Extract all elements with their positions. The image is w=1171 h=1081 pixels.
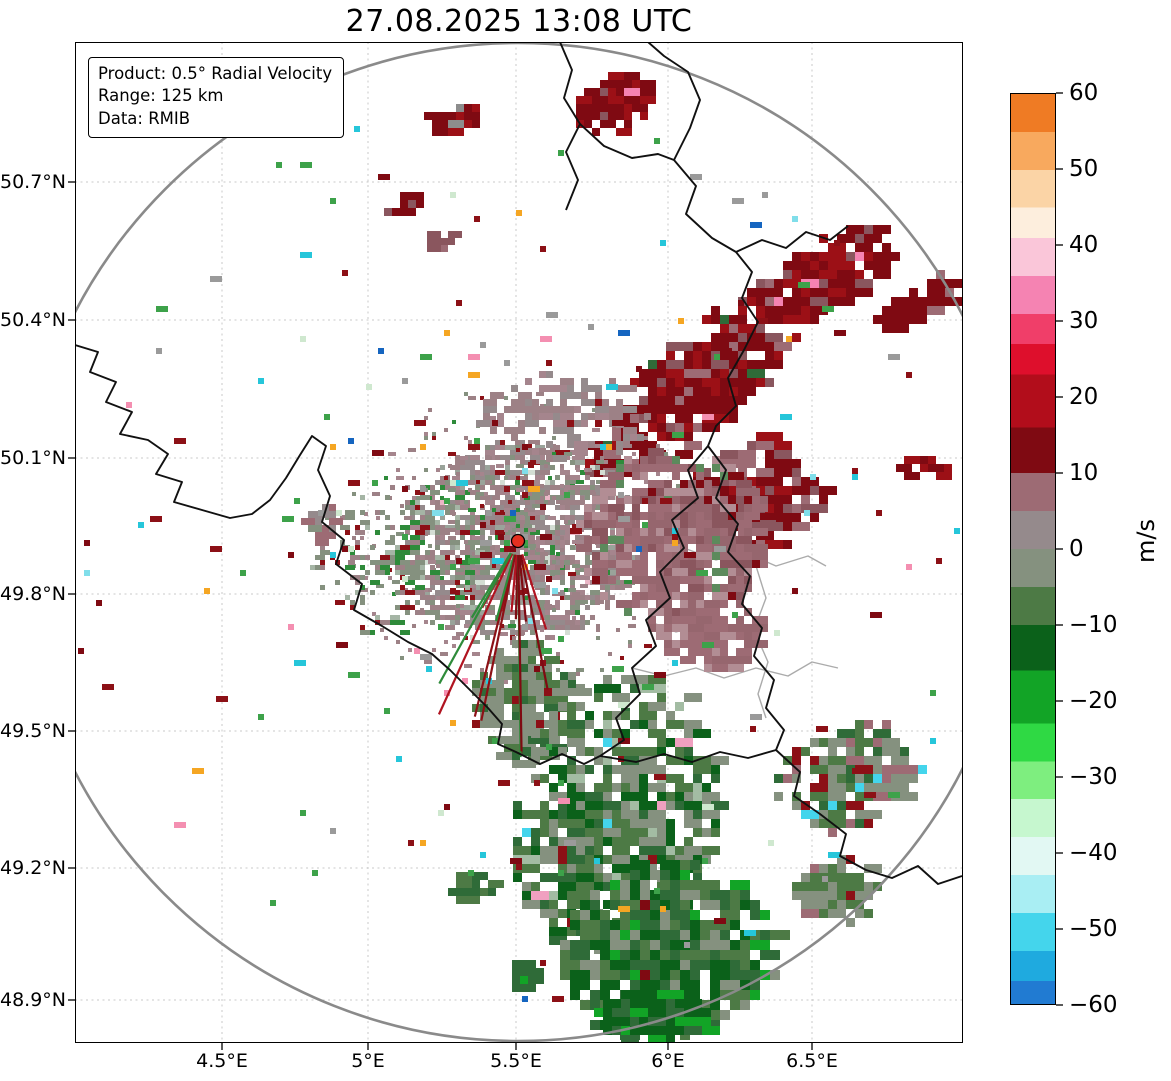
colorbar-tick-label: −50 bbox=[1069, 916, 1118, 942]
colorbar-tick-label: 0 bbox=[1069, 536, 1084, 562]
colorbar bbox=[1010, 93, 1056, 1005]
x-tick-label: 6°E bbox=[651, 1050, 685, 1072]
colorbar-gradient bbox=[1011, 94, 1055, 1004]
y-tick-label: 50.4°N bbox=[0, 309, 67, 331]
x-tick-label: 4.5°E bbox=[196, 1050, 248, 1072]
y-tick-label: 49.8°N bbox=[0, 583, 67, 605]
y-tick-label: 50.7°N bbox=[0, 171, 67, 193]
plot-border bbox=[75, 42, 963, 1043]
colorbar-tick-label: 50 bbox=[1069, 156, 1099, 182]
colorbar-tick-label: 30 bbox=[1069, 308, 1099, 334]
y-tick-label: 50.1°N bbox=[0, 447, 67, 469]
y-tick-label: 49.2°N bbox=[0, 857, 67, 879]
colorbar-tick-label: −20 bbox=[1069, 688, 1118, 714]
colorbar-unit-label: m/s bbox=[1132, 519, 1160, 563]
info-source-line: Data: RMIB bbox=[98, 108, 191, 128]
colorbar-tick-label: −40 bbox=[1069, 840, 1118, 866]
colorbar-tick-label: −60 bbox=[1069, 992, 1118, 1018]
info-range-line: Range: 125 km bbox=[98, 86, 224, 106]
colorbar-tick-label: 40 bbox=[1069, 232, 1099, 258]
x-tick-label: 5.5°E bbox=[490, 1050, 542, 1072]
product-info-box: Product: 0.5° Radial Velocity Range: 125… bbox=[88, 57, 345, 138]
colorbar-tick-label: 60 bbox=[1069, 80, 1099, 106]
colorbar-tick-label: 10 bbox=[1069, 460, 1099, 486]
y-tick-label: 48.9°N bbox=[0, 989, 67, 1011]
colorbar-tick-label: −10 bbox=[1069, 612, 1118, 638]
colorbar-tick-label: −30 bbox=[1069, 764, 1118, 790]
info-product-line: Product: 0.5° Radial Velocity bbox=[98, 64, 333, 83]
y-tick-label: 49.5°N bbox=[0, 720, 67, 742]
x-tick-label: 5°E bbox=[351, 1050, 385, 1072]
x-tick-label: 6.5°E bbox=[786, 1050, 838, 1072]
chart-title: 27.08.2025 13:08 UTC bbox=[345, 4, 693, 39]
colorbar-tick-label: 20 bbox=[1069, 384, 1099, 410]
